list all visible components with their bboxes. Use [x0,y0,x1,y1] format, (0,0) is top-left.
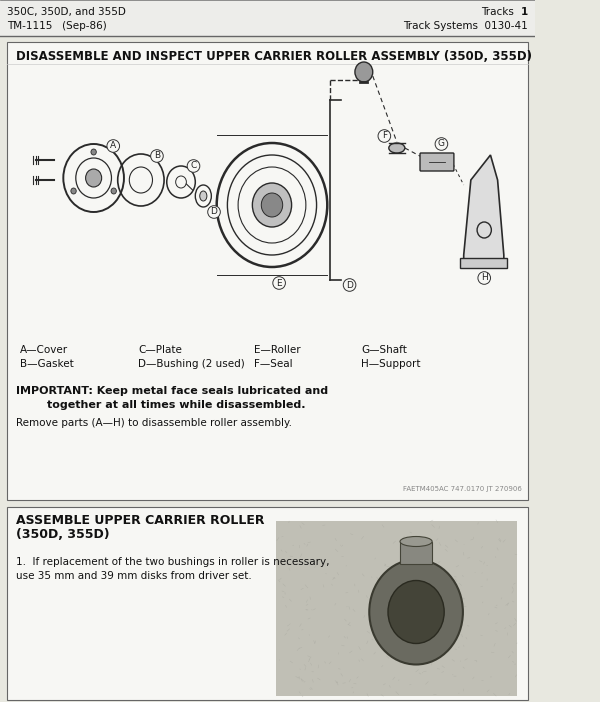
Text: B: B [154,152,160,161]
Text: F—Seal: F—Seal [254,359,293,369]
Text: 350C, 350D, and 355D: 350C, 350D, and 355D [7,7,126,17]
Text: (350D, 355D): (350D, 355D) [16,529,110,541]
Circle shape [91,149,97,155]
Text: E: E [277,279,282,288]
Text: use 35 mm and 39 mm disks from driver set.: use 35 mm and 39 mm disks from driver se… [16,571,252,581]
Ellipse shape [400,536,432,546]
FancyBboxPatch shape [420,153,454,171]
Text: C: C [190,161,197,171]
Circle shape [71,188,76,194]
Text: A—Cover: A—Cover [20,345,68,355]
Circle shape [86,169,101,187]
Text: H—Support: H—Support [361,359,421,369]
Text: D: D [211,208,217,216]
Circle shape [369,559,463,665]
Text: D: D [346,281,353,289]
Text: TM-1115   (Sep-86): TM-1115 (Sep-86) [7,21,107,31]
Text: IMPORTANT: Keep metal face seals lubricated and: IMPORTANT: Keep metal face seals lubrica… [16,386,328,396]
Bar [7,42,528,500]
Circle shape [388,581,444,644]
Text: F: F [382,131,387,140]
Text: E—Roller: E—Roller [254,345,301,355]
Text: B—Gasket: B—Gasket [20,359,73,369]
Text: DISASSEMBLE AND INSPECT UPPER CARRIER ROLLER ASSEMBLY (350D, 355D): DISASSEMBLE AND INSPECT UPPER CARRIER RO… [16,50,532,62]
Bar [460,258,506,268]
Circle shape [253,183,292,227]
Text: 1: 1 [521,7,528,17]
Ellipse shape [200,191,207,201]
Circle shape [111,188,116,194]
Text: FAETM405AC 747.0170 JT 270906: FAETM405AC 747.0170 JT 270906 [403,486,521,492]
Text: together at all times while disassembled.: together at all times while disassembled… [16,400,305,410]
Text: C—Plate: C—Plate [138,345,182,355]
Text: Remove parts (A—H) to disassemble roller assembly.: Remove parts (A—H) to disassemble roller… [16,418,292,428]
Ellipse shape [389,143,405,153]
Text: Track Systems  0130-41: Track Systems 0130-41 [403,21,528,31]
Circle shape [355,62,373,82]
Text: Tracks: Tracks [482,7,514,17]
Bar [0,0,535,36]
Text: A: A [110,142,116,150]
Bar [7,507,528,700]
Text: G—Shaft: G—Shaft [361,345,407,355]
Text: 1.  If replacement of the two bushings in roller is necessary,: 1. If replacement of the two bushings in… [16,557,329,567]
Bar [400,541,432,564]
Text: ASSEMBLE UPPER CARRIER ROLLER: ASSEMBLE UPPER CARRIER ROLLER [16,515,265,527]
Text: H: H [481,274,488,282]
Circle shape [261,193,283,217]
Polygon shape [464,155,504,265]
Text: G: G [438,140,445,149]
Text: D—Bushing (2 used): D—Bushing (2 used) [138,359,245,369]
Bar [277,521,517,696]
